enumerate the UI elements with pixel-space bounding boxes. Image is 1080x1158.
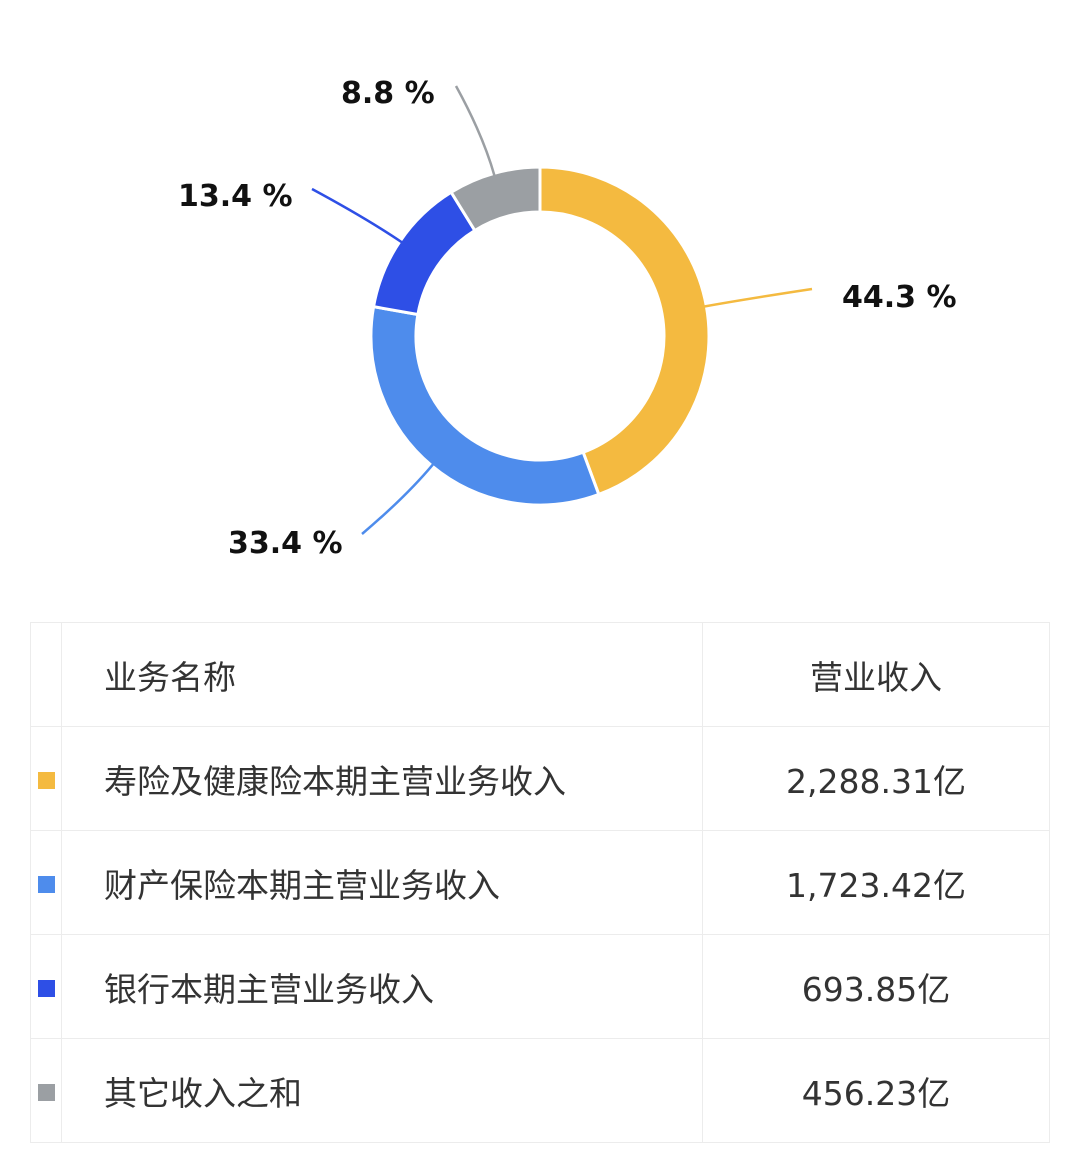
- table-header-row: 业务名称 营业收入: [30, 622, 1050, 727]
- row-value: 2,288.31亿: [702, 726, 1050, 831]
- leader-line-3: [454, 85, 496, 176]
- row-value: 1,723.42亿: [702, 830, 1050, 935]
- color-swatch: [37, 876, 55, 893]
- donut-slice-3: [449, 165, 542, 233]
- color-swatch: [37, 1084, 55, 1101]
- row-name: 寿险及健康险本期主营业务收入: [61, 726, 703, 831]
- swatch-cell: [30, 1038, 62, 1143]
- donut-chart-svg: 44.3 % 33.4 % 13.4 % 8.8 %: [178, 76, 957, 561]
- donut-slice-0: [538, 165, 711, 497]
- leader-line-0: [704, 287, 813, 308]
- color-swatch: [37, 772, 55, 789]
- revenue-table: 业务名称 营业收入 寿险及健康险本期主营业务收入 2,288.31亿 财产保险本…: [30, 622, 1050, 1143]
- leader-line-2: [311, 187, 403, 244]
- table-row: 寿险及健康险本期主营业务收入 2,288.31亿: [30, 726, 1050, 831]
- row-name: 财产保险本期主营业务收入: [61, 830, 703, 935]
- donut-slice-2: [371, 190, 477, 317]
- slice-label-1: 33.4 %: [228, 526, 343, 561]
- swatch-cell: [30, 934, 62, 1039]
- row-value: 456.23亿: [702, 1038, 1050, 1143]
- slice-label-3: 8.8 %: [341, 76, 435, 111]
- row-value: 693.85亿: [702, 934, 1050, 1039]
- table-row: 财产保险本期主营业务收入 1,723.42亿: [30, 830, 1050, 935]
- row-name: 其它收入之和: [61, 1038, 703, 1143]
- header-revenue: 营业收入: [702, 622, 1050, 727]
- table-row: 银行本期主营业务收入 693.85亿: [30, 934, 1050, 1039]
- header-business-name: 业务名称: [61, 622, 703, 727]
- donut-chart: 44.3 % 33.4 % 13.4 % 8.8 %: [178, 76, 957, 561]
- color-swatch: [37, 980, 55, 997]
- slice-label-2: 13.4 %: [178, 179, 293, 214]
- slice-label-0: 44.3 %: [842, 280, 957, 315]
- row-name: 银行本期主营业务收入: [61, 934, 703, 1039]
- swatch-cell: [30, 830, 62, 935]
- table-row: 其它收入之和 456.23亿: [30, 1038, 1050, 1143]
- donut-slice-1: [369, 304, 601, 507]
- swatch-cell: [30, 726, 62, 831]
- leader-line-1: [361, 463, 435, 535]
- header-swatch-cell: [30, 622, 62, 727]
